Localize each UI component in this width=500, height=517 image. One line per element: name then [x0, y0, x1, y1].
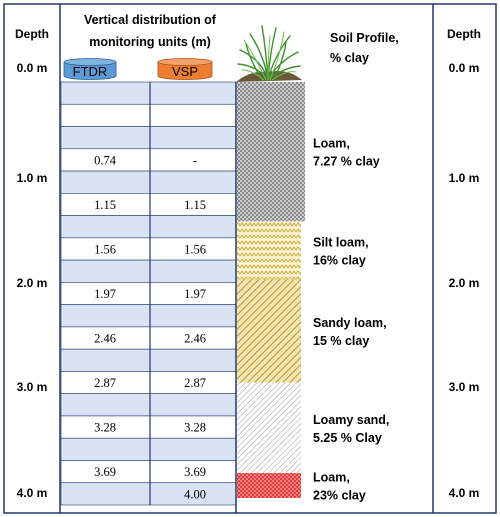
left-depth-label: 2.0 m: [17, 276, 48, 290]
table-row: [60, 371, 237, 394]
table-row: [60, 393, 237, 417]
table-row: [60, 237, 237, 261]
left-depth-label: 0.0 m: [17, 61, 48, 75]
table-row: [60, 482, 237, 506]
vsp-depth-value: -: [193, 153, 197, 167]
vsp-depth-value: 3.69: [184, 465, 206, 479]
table-title-line2: monitoring units (m): [89, 35, 211, 49]
table-row: [60, 259, 237, 283]
soil-layer-name: Loam,: [313, 137, 350, 151]
monitoring-table: 0.74 - 1.15 1.15 1.56 1.56 1.97 1.97 2.46 2.46 2.8…: [60, 81, 237, 506]
left-depth-label: 3.0 m: [17, 380, 48, 394]
vsp-depth-value: 2.87: [184, 376, 206, 390]
table-row: [60, 103, 237, 127]
soil-layer: [237, 473, 301, 498]
right-depth-label: 1.0 m: [449, 171, 480, 185]
left-depth-label: 1.0 m: [17, 171, 48, 185]
vsp-header-cylinder: VSP: [157, 58, 213, 80]
grass-icon: [236, 25, 302, 82]
left-depth-header: Depth: [15, 27, 49, 41]
right-depth-header: Depth: [447, 27, 481, 41]
right-depth-labels: 0.0 m 1.0 m 2.0 m 3.0 m 4.0 m: [449, 61, 480, 500]
soil-layer-clay: 7.27 % clay: [313, 155, 380, 169]
vsp-depth-value: 1.97: [184, 287, 206, 301]
vsp-depth-value: 2.46: [184, 331, 206, 345]
ftdr-column-label: FTDR: [73, 64, 108, 79]
ftdr-depth-value: 3.69: [94, 465, 116, 479]
right-depth-label: 0.0 m: [449, 61, 480, 75]
soil-layer-name: Sandy loam,: [313, 316, 387, 330]
soil-header-line1: Soil Profile,: [330, 31, 399, 45]
table-row: [60, 193, 237, 216]
soil-layer-name: Loam,: [313, 471, 350, 485]
right-depth-label: 2.0 m: [449, 276, 480, 290]
table-row: [60, 148, 237, 172]
soil-layer-name: Silt loam,: [313, 235, 369, 249]
table-row: [60, 348, 237, 372]
table-row: [60, 415, 237, 439]
ftdr-depth-value: 1.15: [94, 198, 116, 212]
ftdr-depth-value: 1.97: [94, 287, 116, 301]
table-row: [60, 215, 237, 239]
ftdr-depth-value: 2.46: [94, 331, 116, 345]
table-row: [60, 460, 237, 484]
soil-layer: [237, 82, 305, 222]
left-depth-labels: 0.0 m 1.0 m 2.0 m 3.0 m 4.0 m: [17, 61, 48, 500]
soil-layer-clay: 5.25 % Clay: [313, 431, 382, 445]
ftdr-depth-value: 2.87: [94, 376, 116, 390]
ftdr-depth-value: 3.28: [94, 421, 116, 435]
soil-layer-clay: 23% clay: [313, 489, 366, 503]
outer-frame: [3, 3, 497, 514]
ftdr-depth-value: 1.56: [94, 242, 116, 256]
ftdr-header-cylinder: FTDR: [63, 58, 117, 80]
vsp-depth-value: 3.28: [184, 421, 206, 435]
soil-header-line2: % clay: [330, 51, 369, 65]
right-depth-label: 4.0 m: [449, 486, 480, 500]
vsp-depth-value: 4.00: [184, 487, 206, 501]
soil-layer: [237, 221, 301, 280]
vsp-column-label: VSP: [172, 64, 198, 79]
table-row: [60, 304, 237, 328]
right-depth-label: 3.0 m: [449, 380, 480, 394]
soil-layer-name: Loamy sand,: [313, 413, 389, 427]
left-depth-label: 4.0 m: [17, 486, 48, 500]
table-row: [60, 282, 237, 305]
table-row: [60, 437, 237, 461]
vsp-depth-value: 1.15: [184, 198, 206, 212]
soil-layer-clay: 15 % clay: [313, 334, 369, 348]
ftdr-depth-value: 0.74: [94, 153, 117, 167]
table-row: [60, 326, 237, 350]
table-row: [60, 170, 237, 194]
soil-layer: [237, 382, 301, 474]
soil-layer-clay: 16% clay: [313, 253, 366, 267]
table-row: [60, 126, 237, 150]
soil-profile: Loam, 7.27 % clay Silt loam, 16% clay Sandy …: [237, 82, 389, 503]
table-row: [60, 81, 237, 105]
vsp-depth-value: 1.56: [184, 242, 206, 256]
soil-layer: [237, 279, 301, 383]
table-title-line1: Vertical distribution of: [84, 13, 217, 27]
